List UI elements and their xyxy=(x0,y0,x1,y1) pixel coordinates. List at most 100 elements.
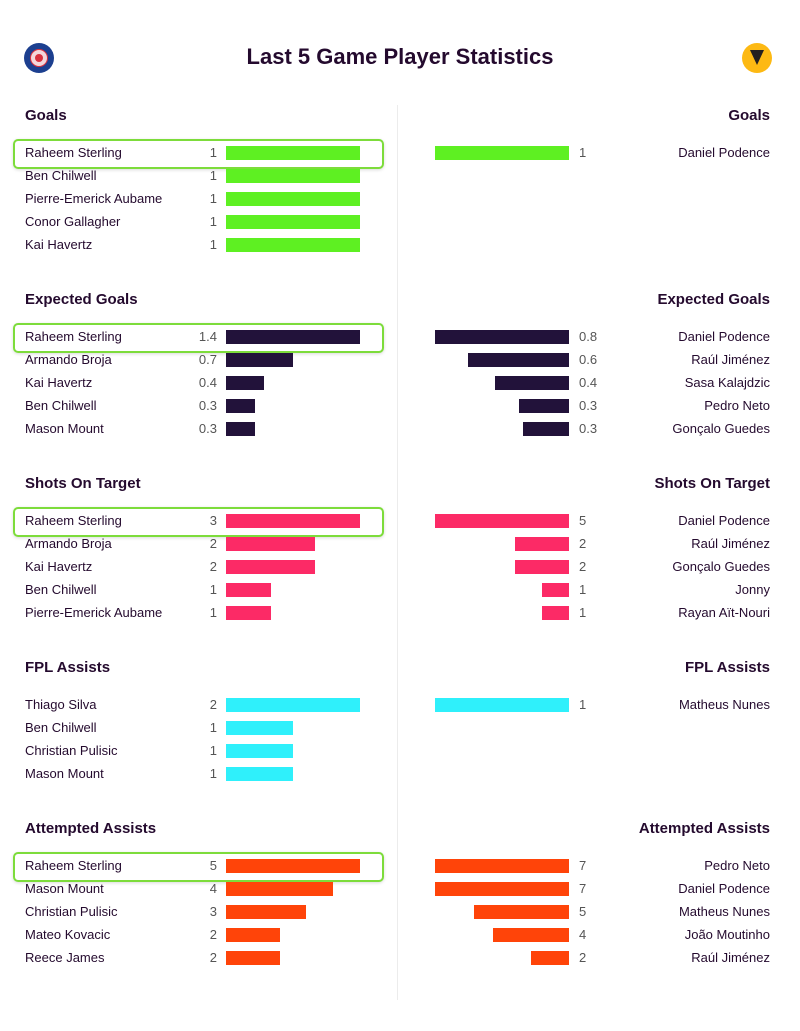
player-name-right: Raúl Jiménez xyxy=(691,352,770,367)
player-name-right: Pedro Neto xyxy=(704,858,770,873)
bar-left xyxy=(226,744,293,758)
bar-right xyxy=(493,928,569,942)
player-name-right: Jonny xyxy=(735,582,770,597)
player-name-right: Raúl Jiménez xyxy=(691,536,770,551)
player-name-left: Kai Havertz xyxy=(25,237,93,252)
value-label-left: 1 xyxy=(209,605,217,620)
highlight-box xyxy=(13,323,384,353)
value-label-left: 3 xyxy=(209,513,217,528)
player-name-left: Mason Mount xyxy=(25,766,104,781)
bar-right xyxy=(435,859,569,873)
player-name-right: João Moutinho xyxy=(684,927,770,942)
value-label-right: 2 xyxy=(579,536,587,551)
value-label-right: 0.8 xyxy=(579,329,598,344)
bar-right xyxy=(435,330,569,344)
player-name-left: Mateo Kovacic xyxy=(25,927,111,942)
player-name-left: Armando Broja xyxy=(25,536,112,551)
highlight-box xyxy=(13,507,384,537)
value-label-right: 1 xyxy=(579,605,587,620)
player-name-right: Gonçalo Guedes xyxy=(672,421,770,436)
bar-right xyxy=(468,353,569,367)
value-label-left: 4 xyxy=(209,881,217,896)
value-label-left: 1 xyxy=(209,720,217,735)
value-label-right: 5 xyxy=(579,513,587,528)
section-title-left: FPL Assists xyxy=(25,659,111,676)
value-label-left: 3 xyxy=(209,904,217,919)
bar-left xyxy=(226,353,293,367)
player-name-right: Daniel Podence xyxy=(678,881,770,896)
player-name-left: Mason Mount xyxy=(25,881,104,896)
value-label-right: 0.3 xyxy=(579,398,598,413)
highlight-box xyxy=(13,852,384,882)
player-name-right: Sasa Kalajdzic xyxy=(684,375,770,390)
bar-left xyxy=(226,767,293,781)
value-label-left: 1 xyxy=(209,191,217,206)
section-title-left: Expected Goals xyxy=(25,291,138,308)
value-label-left: 5 xyxy=(209,858,217,873)
player-name-left: Conor Gallagher xyxy=(25,214,121,229)
value-label-right: 5 xyxy=(579,904,587,919)
bar-left xyxy=(226,399,255,413)
player-name-right: Gonçalo Guedes xyxy=(672,559,770,574)
bar-left xyxy=(226,721,293,735)
bar-left xyxy=(226,422,255,436)
bar-right xyxy=(435,698,569,712)
player-name-left: Christian Pulisic xyxy=(25,904,118,919)
value-label-right: 7 xyxy=(579,881,587,896)
bar-right xyxy=(474,905,569,919)
bar-right xyxy=(435,146,569,160)
value-label-left: 2 xyxy=(209,950,217,965)
value-label-left: 2 xyxy=(209,536,217,551)
player-name-left: Raheem Sterling xyxy=(25,513,122,528)
player-name-left: Reece James xyxy=(25,950,105,965)
section-title-right: Goals xyxy=(728,107,770,124)
section-title-left: Shots On Target xyxy=(25,475,141,492)
bar-right xyxy=(495,376,569,390)
value-label-right: 1 xyxy=(579,145,587,160)
value-label-left: 1 xyxy=(209,237,217,252)
bar-left xyxy=(226,859,360,873)
value-label-right: 0.4 xyxy=(579,375,598,390)
bar-left xyxy=(226,238,360,252)
player-name-right: Matheus Nunes xyxy=(678,904,770,919)
player-name-right: Matheus Nunes xyxy=(678,697,770,712)
value-label-left: 0.3 xyxy=(198,398,217,413)
bar-right xyxy=(542,583,569,597)
value-label-right: 2 xyxy=(579,559,587,574)
wolves-crest-icon xyxy=(750,50,764,65)
team-crest-left xyxy=(24,43,54,73)
player-name-left: Ben Chilwell xyxy=(25,398,97,413)
bar-left xyxy=(226,330,360,344)
value-label-left: 1 xyxy=(209,743,217,758)
section-title-left: Attempted Assists xyxy=(25,820,157,837)
section-title-left: Goals xyxy=(25,107,67,124)
bar-left xyxy=(226,905,306,919)
section-title-right: FPL Assists xyxy=(684,659,770,676)
bar-left xyxy=(226,560,315,574)
value-label-left: 2 xyxy=(209,559,217,574)
bar-right xyxy=(435,514,569,528)
page-title: Last 5 Game Player Statistics xyxy=(246,44,554,69)
highlight-box xyxy=(13,139,384,169)
player-name-right: Rayan Aït-Nouri xyxy=(678,605,770,620)
section-title-right: Expected Goals xyxy=(657,291,770,308)
value-label-right: 2 xyxy=(579,950,587,965)
player-name-left: Kai Havertz xyxy=(25,559,93,574)
value-label-left: 0.4 xyxy=(198,375,217,390)
player-name-left: Pierre-Emerick Aubame xyxy=(25,605,163,620)
player-name-right: Daniel Podence xyxy=(678,329,770,344)
section-title-right: Attempted Assists xyxy=(638,820,770,837)
bar-left xyxy=(226,882,333,896)
bar-left xyxy=(226,951,280,965)
player-name-left: Christian Pulisic xyxy=(25,743,118,758)
value-label-right: 0.3 xyxy=(579,421,598,436)
value-label-right: 1 xyxy=(579,697,587,712)
bar-left xyxy=(226,376,264,390)
bar-right xyxy=(523,422,569,436)
player-name-right: Raúl Jiménez xyxy=(691,950,770,965)
value-label-left: 0.7 xyxy=(198,352,217,367)
bar-left xyxy=(226,928,280,942)
value-label-right: 7 xyxy=(579,858,587,873)
value-label-left: 0.3 xyxy=(198,421,217,436)
